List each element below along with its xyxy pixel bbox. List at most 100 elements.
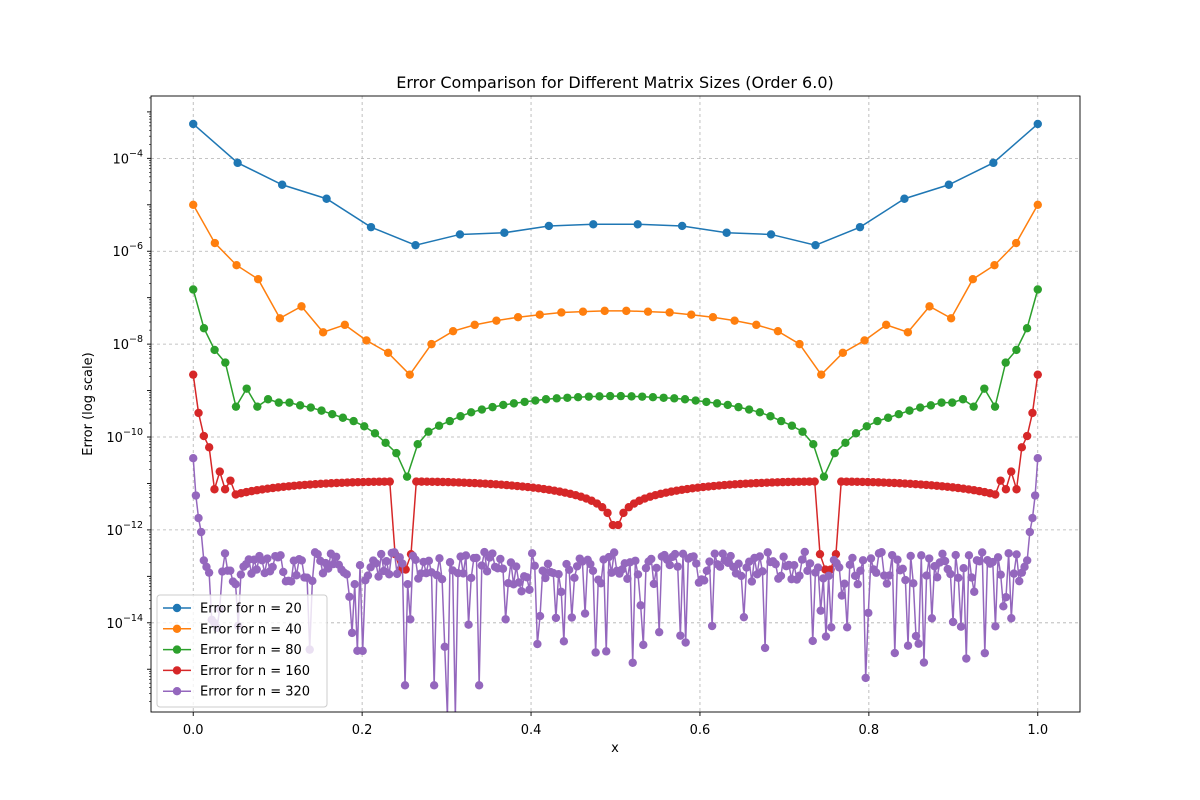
series-point-3 (210, 485, 219, 494)
series-point-2 (456, 412, 465, 421)
series-point-0 (411, 240, 420, 250)
series-point-4 (609, 548, 619, 557)
series-point-1 (730, 316, 739, 325)
series-point-1 (795, 339, 804, 349)
series-point-1 (578, 307, 588, 316)
series-point-1 (708, 312, 718, 322)
series-point-1 (665, 308, 674, 317)
series-point-4 (411, 555, 420, 564)
series-point-1 (557, 308, 566, 317)
series-point-1 (362, 336, 371, 345)
series-point-4 (922, 571, 931, 580)
series-point-4 (488, 549, 497, 558)
series-point-4 (459, 569, 468, 578)
series-point-4 (252, 565, 261, 574)
series-point-2 (702, 397, 711, 407)
series-point-1 (881, 320, 891, 330)
series-point-4 (440, 642, 449, 652)
series-point-2 (242, 384, 251, 393)
series-point-4 (790, 560, 799, 570)
series-point-2 (627, 392, 636, 401)
legend-label: Error for n = 20 (200, 602, 302, 617)
series-point-4 (1020, 562, 1029, 572)
series-point-1 (448, 326, 458, 336)
legend-label: Error for n = 80 (200, 643, 302, 658)
series-point-4 (501, 615, 510, 624)
series-point-3 (1001, 485, 1011, 494)
series-point-3 (613, 520, 623, 530)
series-point-2 (221, 358, 230, 367)
series-point-4 (827, 623, 836, 632)
series-point-2 (520, 397, 529, 407)
series-point-4 (816, 606, 825, 615)
y-tick-label: 10−4 (112, 148, 143, 167)
series-point-4 (376, 549, 386, 559)
series-point-4 (808, 636, 817, 646)
series-point-2 (424, 427, 433, 436)
series-point-4 (993, 553, 1003, 562)
series-point-4 (467, 573, 476, 583)
series-point-4 (331, 552, 341, 561)
series-point-4 (398, 559, 407, 568)
series-point-4 (1007, 614, 1016, 623)
series-point-2 (370, 429, 380, 438)
series-point-4 (543, 559, 553, 569)
legend-marker (172, 687, 182, 696)
y-tick-label: 10−10 (106, 427, 143, 446)
series-point-4 (1030, 491, 1040, 500)
series-point-4 (956, 622, 966, 631)
series-point-2 (830, 448, 839, 458)
series-point-4 (707, 621, 717, 631)
series-point-4 (962, 654, 971, 663)
series-point-4 (633, 570, 643, 579)
series-point-4 (647, 554, 656, 564)
series-point-4 (194, 513, 203, 523)
series-point-4 (940, 556, 950, 566)
series-point-4 (977, 548, 987, 557)
series-point-1 (189, 200, 198, 209)
plot-area: 0.0 0.2 0.4 0.6 0.8 1.0 10−14 10−12 10−10 10−8 10−… (106, 95, 1081, 738)
series-point-4 (858, 556, 868, 565)
series-point-1 (340, 320, 350, 330)
series-point-3 (810, 477, 819, 486)
series-point-4 (570, 573, 579, 582)
series-point-4 (882, 579, 892, 588)
series-point-4 (541, 573, 550, 583)
series-layer (189, 119, 1042, 712)
legend-marker (172, 645, 182, 654)
series-point-4 (927, 614, 937, 623)
series-point-2 (306, 403, 315, 412)
series-point-4 (970, 587, 979, 596)
series-point-4 (890, 648, 900, 658)
series-point-4 (345, 592, 354, 601)
series-point-2 (295, 401, 305, 410)
series-point-4 (771, 559, 780, 569)
series-point-4 (755, 552, 764, 561)
series-point-4 (996, 570, 1005, 579)
series-point-1 (925, 302, 934, 311)
series-point-3 (1017, 443, 1027, 452)
series-point-1 (860, 336, 869, 345)
series-point-4 (400, 681, 410, 690)
series-point-4 (602, 647, 611, 656)
series-point-2 (670, 394, 679, 403)
series-point-4 (196, 527, 206, 537)
series-point-0 (811, 240, 820, 250)
series-point-1 (752, 320, 761, 330)
series-point-4 (758, 567, 767, 576)
x-tick-label: 0.6 (690, 723, 711, 738)
legend-box (156, 594, 328, 708)
series-point-4 (893, 555, 902, 564)
series-point-1 (405, 370, 414, 379)
series-point-2 (509, 399, 519, 408)
series-point-4 (1025, 527, 1035, 537)
series-point-4 (885, 571, 894, 580)
series-point-4 (821, 632, 831, 641)
series-point-2 (381, 438, 390, 448)
series-point-4 (631, 556, 640, 565)
series-point-4 (779, 552, 788, 561)
series-point-1 (773, 326, 783, 336)
series-point-4 (872, 568, 881, 577)
series-point-4 (946, 569, 955, 579)
series-point-3 (204, 443, 214, 452)
